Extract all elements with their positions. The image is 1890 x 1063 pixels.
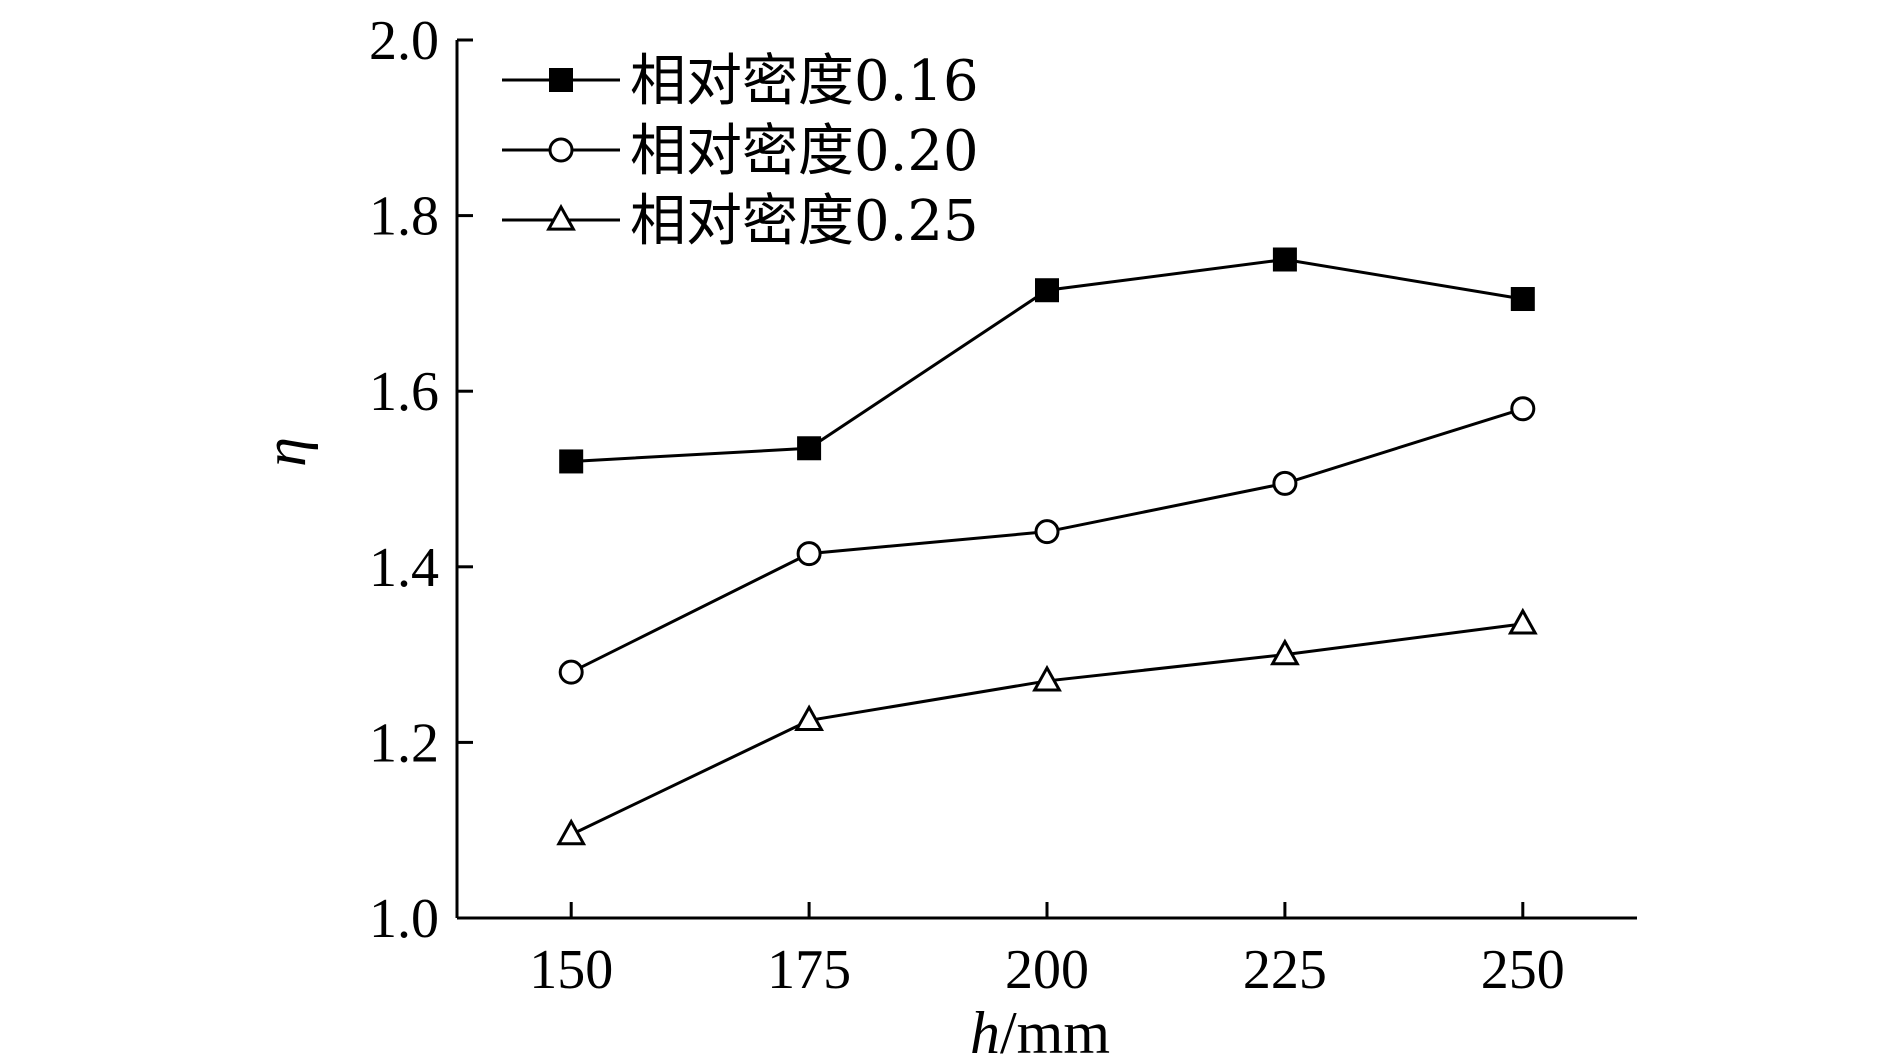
legend-marker	[549, 68, 573, 92]
data-point	[1272, 247, 1297, 272]
data-point	[794, 704, 825, 732]
data-point	[1507, 607, 1538, 635]
legend-label: 相对密度0.16	[630, 49, 979, 114]
axes: 1.0 1.2 1.4 1.6 1.8 2.0 150 175 200 225 250	[369, 10, 1637, 1001]
y-tick-label: 2.0	[369, 10, 439, 72]
y-tick-label: 1.2	[369, 712, 439, 774]
x-axis-title: h/mm	[970, 1000, 1110, 1063]
legend-marker	[548, 137, 574, 163]
legend-label: 相对密度0.25	[630, 189, 979, 254]
x-axis-title-unit: /mm	[1000, 1000, 1110, 1063]
data-point	[1034, 519, 1060, 545]
data-point	[556, 818, 587, 846]
x-axis-title-variable: h	[970, 1000, 1000, 1063]
legend-entry-3: 相对密度0.25	[502, 189, 979, 254]
x-tick-label: 250	[1481, 939, 1565, 1001]
legend-entry-2: 相对密度0.20	[502, 119, 979, 184]
series-line	[570, 622, 1523, 836]
x-tick-label: 200	[1005, 939, 1089, 1001]
series-3	[556, 607, 1538, 846]
data-point	[558, 659, 584, 685]
data-point	[559, 449, 584, 474]
x-tick-label: 225	[1243, 939, 1327, 1001]
series-layer	[556, 247, 1538, 846]
data-point	[1035, 278, 1059, 303]
y-axis-title: η	[252, 437, 318, 467]
y-tick-label: 1.6	[369, 361, 439, 423]
legend-marker	[546, 203, 576, 231]
data-point	[797, 436, 822, 461]
data-point	[1032, 664, 1062, 692]
data-point	[1272, 470, 1298, 496]
x-tick-label: 175	[767, 939, 851, 1001]
data-point	[1510, 287, 1535, 312]
data-point	[1269, 638, 1300, 666]
y-tick-label: 1.4	[369, 537, 439, 599]
legend-label: 相对密度0.20	[630, 119, 979, 184]
series-2	[558, 396, 1536, 685]
x-tick-label: 150	[529, 939, 613, 1001]
data-point	[796, 541, 822, 567]
legend-entry-1: 相对密度0.16	[502, 49, 979, 114]
y-tick-label: 1.8	[369, 186, 439, 248]
y-tick-label: 1.0	[369, 888, 439, 950]
data-point	[1510, 396, 1536, 422]
series-1	[559, 247, 1535, 474]
